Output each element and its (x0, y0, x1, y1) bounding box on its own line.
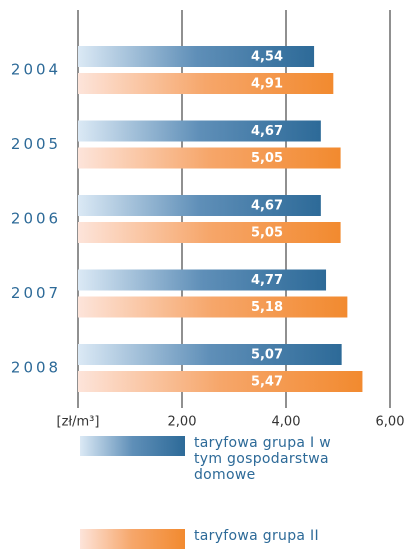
value-label: 5,07 (251, 348, 283, 363)
legend-swatch (80, 529, 185, 549)
x-axis-label: [zł/m³] (57, 415, 100, 430)
bar (78, 269, 327, 291)
legend-label: taryfowa grupa I w tym gospodarstwa domo… (194, 435, 331, 483)
bar (78, 371, 363, 392)
legend-swatch (80, 436, 185, 456)
bar (78, 46, 315, 67)
value-label: 4,54 (251, 50, 283, 65)
y-tick-label: 2007 (11, 284, 61, 302)
bar (78, 147, 341, 169)
y-tick-label: 2004 (11, 61, 61, 79)
x-tick-label: 4,00 (272, 415, 301, 430)
value-label: 4,91 (251, 77, 283, 92)
bar (78, 120, 321, 142)
value-label: 4,67 (251, 124, 283, 139)
bar (78, 73, 334, 94)
y-tick-label: 2008 (11, 359, 61, 377)
bar (78, 344, 342, 365)
bar (78, 222, 341, 243)
bar (78, 296, 348, 318)
legend-label: taryfowa grupa II (194, 528, 319, 544)
value-label: 5,47 (251, 375, 283, 390)
value-label: 5,05 (251, 151, 283, 166)
value-label: 4,67 (251, 199, 283, 214)
x-tick-label: 6,00 (376, 415, 405, 430)
value-label: 5,05 (251, 226, 283, 241)
x-tick-label: 2,00 (168, 415, 197, 430)
y-tick-label: 2006 (11, 210, 61, 228)
value-label: 4,77 (251, 273, 283, 288)
bar (78, 195, 321, 216)
y-tick-label: 2005 (11, 135, 61, 153)
value-label: 5,18 (251, 300, 283, 315)
